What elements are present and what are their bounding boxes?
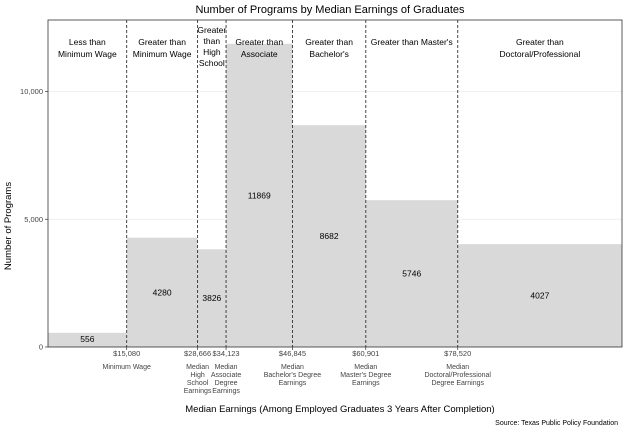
category-label: Associate [241, 49, 278, 59]
category-label: High [203, 47, 221, 57]
chart-title: Number of Programs by Median Earnings of… [195, 4, 465, 16]
threshold-caption: Master's Degree [340, 372, 391, 379]
category-label: Greater than [305, 37, 353, 47]
category-label: Less than [69, 37, 106, 47]
threshold-caption: Median [186, 364, 209, 371]
bar [292, 125, 366, 348]
bar-value-label: 4280 [153, 287, 172, 297]
bar [126, 237, 198, 347]
bar-value-label: 3826 [202, 293, 221, 303]
threshold-caption: Degree Earnings [431, 380, 484, 387]
bar-value-label: 8682 [320, 231, 339, 241]
x-tick-label: $28,666 [184, 349, 211, 358]
category-label: Bachelor's [309, 49, 348, 59]
bar-value-label: 556 [80, 334, 94, 344]
axes: 0 5,000 10,000 $15,080 Minimum Wage $28,666 Me… [20, 19, 623, 395]
threshold-caption: Associate [211, 372, 241, 379]
x-tick-label: $78,520 [444, 349, 471, 358]
bar [197, 249, 227, 347]
y-tick-label: 5,000 [24, 215, 43, 224]
threshold-caption: Bachelor's Degree [264, 372, 321, 379]
category-label: Greater than [138, 37, 186, 47]
bar-value-label: 5746 [402, 269, 421, 279]
category-label: Doctoral/Professional [499, 49, 580, 59]
bar [226, 43, 293, 347]
x-tick-label: $34,123 [212, 349, 239, 358]
threshold-caption: Median [215, 364, 238, 371]
y-tick-label: 10,000 [20, 87, 43, 96]
labels: Less than Minimum Wage 556 Greater than Mini… [58, 25, 580, 344]
bar [48, 332, 127, 347]
category-label: than [204, 36, 221, 46]
threshold-caption: Earnings [352, 380, 380, 387]
x-tick-label: $15,080 [113, 349, 140, 358]
threshold-caption: Doctoral/Professional [424, 372, 491, 379]
threshold-caption: Median [446, 364, 469, 371]
threshold-caption: High [190, 372, 205, 379]
x-axis-title: Median Earnings (Among Employed Graduate… [185, 404, 494, 415]
threshold-caption: School [187, 380, 209, 387]
category-label: Greater than Master's [371, 37, 453, 47]
x-tick-label: $60,901 [352, 349, 379, 358]
threshold-caption: Earnings [279, 380, 307, 387]
threshold-lines [126, 20, 459, 347]
category-label: Greater than [235, 37, 283, 47]
category-label: Greater [197, 25, 226, 35]
category-label: School [199, 58, 225, 68]
threshold-caption: Earnings [184, 388, 212, 395]
bar [457, 244, 622, 347]
source-note: Source: Texas Public Policy Foundation [495, 420, 618, 427]
y-axis-title: Number of Programs [3, 182, 14, 270]
category-label: Greater than [516, 37, 564, 47]
x-tick-label: $46,845 [279, 349, 306, 358]
threshold-caption: Earnings [212, 388, 240, 395]
threshold-caption: Median [281, 364, 304, 371]
bars [48, 43, 622, 348]
threshold-caption: Median [354, 364, 377, 371]
category-label: Minimum Wage [133, 49, 192, 59]
plot-border [47, 19, 623, 348]
bar [365, 200, 458, 347]
threshold-caption: Degree [215, 380, 238, 387]
y-tick-label: 0 [39, 343, 43, 352]
threshold-caption: Minimum Wage [103, 364, 151, 371]
bar-value-label: 4027 [530, 291, 549, 301]
bar-value-label: 11869 [248, 190, 271, 200]
category-label: Minimum Wage [58, 49, 117, 59]
